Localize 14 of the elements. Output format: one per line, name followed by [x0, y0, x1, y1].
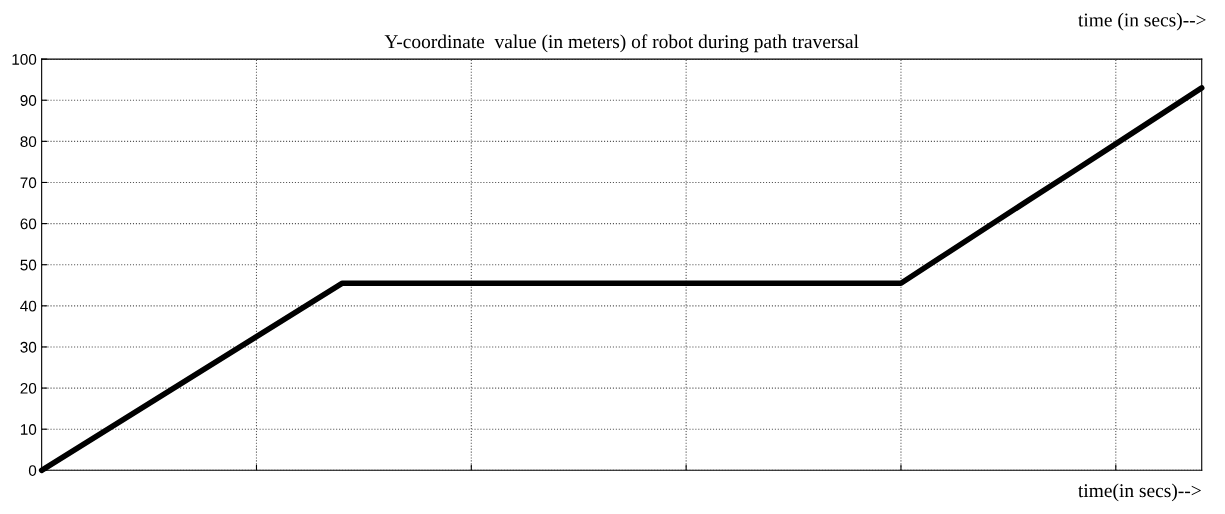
y-tick-label: 0 — [28, 465, 37, 476]
y-tick-label: 20 — [20, 382, 37, 394]
chart-title: Y-coordinate value (in meters) of robot during path traversal — [384, 34, 859, 53]
y-tick-label: 30 — [20, 341, 37, 353]
y-tick-label: 50 — [20, 259, 37, 271]
text: time (in secs)--> — [1078, 12, 1206, 31]
y-tick-label: 70 — [20, 177, 37, 189]
y-tick-label: 40 — [20, 300, 37, 312]
y-tick-label: 10 — [20, 424, 37, 435]
y-tick-label: 60 — [20, 218, 37, 230]
y-tick-label: 80 — [20, 136, 37, 148]
y-tick-label: 90 — [20, 95, 37, 106]
x-axis-title: time(in secs)--> — [1078, 483, 1201, 502]
y-tick-label: 100 — [12, 53, 37, 65]
